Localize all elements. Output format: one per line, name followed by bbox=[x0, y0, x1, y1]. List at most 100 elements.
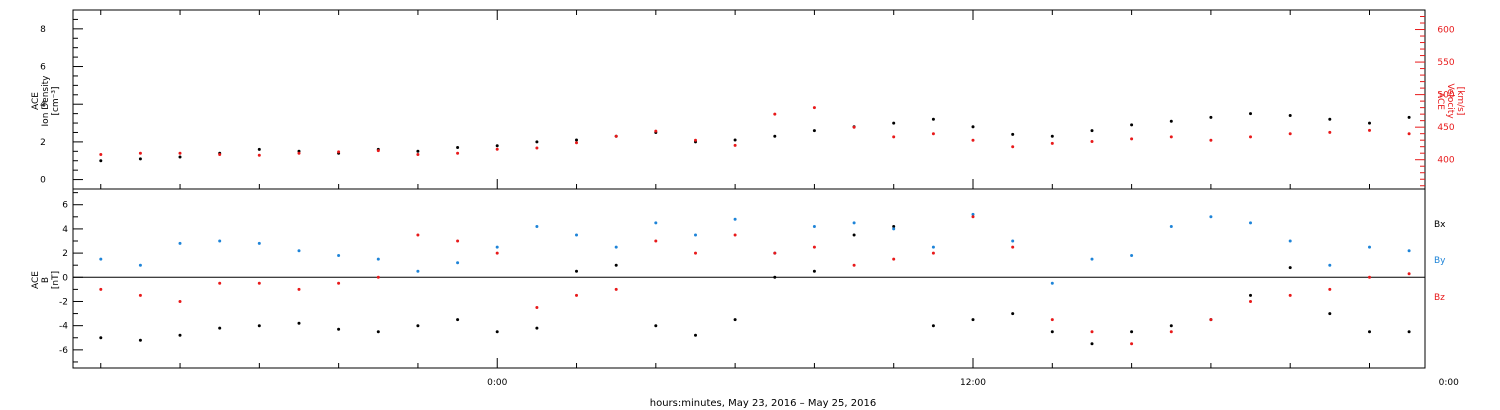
legend-bx: Bx bbox=[1434, 220, 1446, 230]
bz-point bbox=[1169, 330, 1173, 334]
density-tick-label: 6 bbox=[40, 63, 46, 73]
by-point bbox=[575, 233, 578, 237]
by-point bbox=[1328, 263, 1332, 267]
velocity-point bbox=[99, 153, 103, 156]
bz-point bbox=[931, 251, 935, 255]
bz-point bbox=[852, 263, 856, 267]
bz-point bbox=[694, 251, 697, 255]
velocity-point bbox=[178, 151, 182, 155]
bz-point bbox=[416, 233, 420, 237]
density-point bbox=[257, 147, 261, 151]
bx-point bbox=[773, 275, 777, 279]
by-point bbox=[694, 233, 697, 237]
velocity-tick-label: 400 bbox=[1437, 156, 1454, 166]
bx-point bbox=[1407, 330, 1411, 334]
velocity-point bbox=[1368, 128, 1371, 132]
bx-point bbox=[614, 263, 618, 267]
bx-point bbox=[495, 330, 499, 334]
bottom-panel-frame bbox=[72, 188, 1426, 369]
velocity-point bbox=[138, 151, 142, 155]
b-tick-label: 4 bbox=[62, 225, 68, 235]
by-point bbox=[852, 221, 856, 225]
bx-point bbox=[297, 321, 301, 325]
velocity-point bbox=[931, 132, 935, 136]
bx-point bbox=[376, 330, 380, 334]
velocity-point bbox=[456, 151, 460, 155]
density-point bbox=[575, 138, 578, 142]
legend-by: By bbox=[1434, 256, 1446, 266]
bz-point bbox=[1209, 318, 1213, 322]
x-axis-ticks: 0:00 12:00 0:00 bbox=[100, 10, 1459, 388]
bz-point bbox=[892, 257, 896, 261]
density-axis-title-line1: ACE bbox=[31, 92, 41, 110]
bz-point bbox=[337, 281, 341, 285]
velocity-point bbox=[1288, 132, 1292, 136]
by-point bbox=[218, 239, 222, 243]
bz-point bbox=[1368, 275, 1371, 279]
density-point bbox=[495, 144, 499, 148]
bx-point bbox=[733, 318, 737, 322]
density-point bbox=[1209, 115, 1213, 119]
x-tick-label: 12:00 bbox=[960, 378, 986, 388]
velocity-point bbox=[535, 146, 539, 150]
b-tick-label: -6 bbox=[59, 346, 68, 356]
bx-point bbox=[99, 336, 103, 340]
bz-point bbox=[535, 306, 539, 309]
b-tick-label: 0 bbox=[62, 273, 68, 283]
density-tick-label: 2 bbox=[40, 138, 46, 148]
velocity-tick-label: 500 bbox=[1437, 91, 1454, 101]
density-point bbox=[1368, 121, 1371, 125]
b-axis-title-line3: [nT] bbox=[51, 271, 61, 289]
velocity-point bbox=[337, 150, 341, 154]
bx-point bbox=[138, 338, 142, 342]
density-point bbox=[971, 125, 975, 129]
velocity-point bbox=[257, 153, 261, 157]
density-point bbox=[138, 157, 142, 161]
by-point bbox=[257, 241, 261, 245]
velocity-point bbox=[1209, 138, 1213, 142]
by-point bbox=[456, 261, 460, 265]
bx-point bbox=[575, 269, 578, 273]
density-point bbox=[892, 121, 896, 125]
by-point bbox=[614, 245, 618, 249]
bx-point bbox=[178, 333, 182, 337]
velocity-point bbox=[1130, 137, 1134, 141]
by-point bbox=[495, 245, 499, 249]
b-axis-title-line2: B bbox=[41, 277, 51, 283]
by-point bbox=[1407, 249, 1411, 253]
by-point bbox=[535, 225, 539, 228]
b-tick-label: 2 bbox=[62, 249, 68, 259]
bz-point bbox=[1130, 342, 1134, 346]
density-tick-label: 4 bbox=[40, 100, 46, 110]
bz-point bbox=[971, 215, 975, 219]
field-legend: Bx By Bz bbox=[1434, 220, 1446, 303]
bz-point bbox=[495, 251, 499, 255]
velocity-point bbox=[1407, 132, 1411, 136]
by-point bbox=[138, 263, 142, 267]
bz-point bbox=[1328, 287, 1332, 291]
bx-point bbox=[812, 269, 816, 273]
velocity-point bbox=[892, 135, 896, 139]
bx-point bbox=[1011, 312, 1015, 316]
b-tick-label: -2 bbox=[59, 297, 68, 307]
bx-point bbox=[1368, 330, 1371, 334]
bz-point bbox=[773, 251, 777, 255]
bx-point bbox=[1130, 330, 1134, 334]
bz-point bbox=[1407, 272, 1411, 276]
bx-point bbox=[1249, 293, 1252, 297]
top-panel-frame bbox=[72, 9, 1426, 190]
by-point bbox=[1130, 254, 1134, 257]
bx-point bbox=[1050, 330, 1054, 334]
bx-point bbox=[218, 326, 222, 330]
density-axis-title-line2: Ion Density bbox=[41, 75, 51, 127]
velocity-point bbox=[852, 125, 856, 129]
by-point bbox=[654, 221, 658, 225]
bx-point bbox=[971, 318, 975, 322]
bz-point bbox=[733, 233, 737, 237]
bz-point bbox=[1011, 245, 1015, 249]
bz-point bbox=[297, 287, 301, 291]
x-axis-title: hours:minutes, May 23, 2016 – May 25, 20… bbox=[650, 398, 876, 409]
velocity-point bbox=[416, 153, 420, 156]
density-point bbox=[1050, 134, 1054, 138]
by-point bbox=[1249, 221, 1252, 225]
